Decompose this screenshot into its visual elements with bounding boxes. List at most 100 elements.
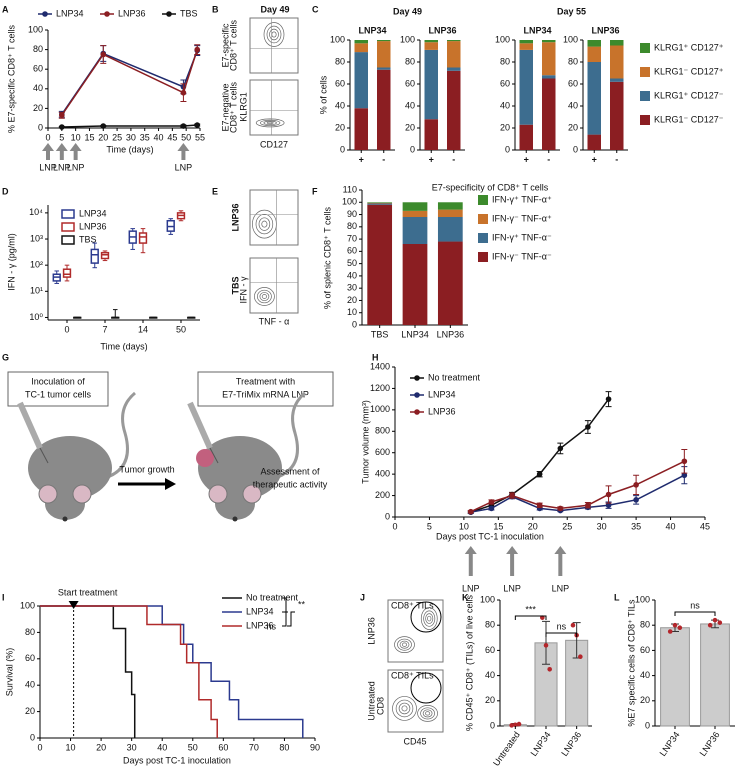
y-tick-label: 80 bbox=[25, 627, 35, 637]
bar-segment bbox=[542, 75, 556, 79]
box bbox=[90, 248, 99, 264]
contour bbox=[422, 709, 433, 718]
data-point bbox=[509, 492, 515, 499]
significance-label: ns bbox=[557, 621, 567, 631]
y-tick-label: 20 bbox=[485, 695, 495, 705]
data-point bbox=[100, 51, 107, 58]
x-tick-label: 20 bbox=[98, 132, 108, 142]
bar-segment bbox=[437, 209, 463, 217]
legend-marker bbox=[414, 392, 420, 398]
y-tick-label: 100 bbox=[20, 600, 35, 610]
legend-label: KLRG1⁺ CD127⁺ bbox=[654, 42, 724, 52]
x-tick-label: 20 bbox=[528, 521, 538, 531]
box bbox=[62, 268, 72, 278]
bar-segment bbox=[587, 62, 601, 135]
x-tick-label: + bbox=[359, 154, 364, 164]
legend-swatch bbox=[640, 67, 650, 77]
outcome-text: therapeutic activity bbox=[253, 479, 328, 489]
x-tick-label: 90 bbox=[310, 742, 320, 752]
arrow-head bbox=[42, 143, 54, 151]
y-tick-label: 1200 bbox=[370, 383, 390, 393]
y-tick-label: 100 bbox=[342, 197, 357, 207]
y-tick-label: 70 bbox=[347, 233, 357, 243]
data-point bbox=[180, 123, 187, 129]
annotation: LNP bbox=[53, 162, 71, 172]
contour bbox=[395, 699, 414, 718]
legend-label: LNP36 bbox=[79, 221, 107, 231]
data-point bbox=[547, 667, 552, 672]
x-tick-label: LNP34 bbox=[401, 329, 429, 339]
bar-segment bbox=[377, 41, 391, 68]
contour bbox=[417, 705, 438, 722]
legend-label: IFN-γ⁺ TNF-α⁺ bbox=[492, 194, 552, 204]
y-tick-label: 80 bbox=[568, 56, 578, 66]
y-tick-label: 100 bbox=[400, 34, 415, 44]
box-text: Treatment with bbox=[236, 376, 295, 386]
y-tick-label: 40 bbox=[500, 100, 510, 110]
contour bbox=[257, 289, 272, 304]
annotation: Start treatment bbox=[58, 587, 118, 597]
significance-bracket bbox=[545, 632, 578, 637]
panel-label: D bbox=[2, 186, 9, 196]
y-tick-label: 0 bbox=[385, 511, 390, 521]
x-tick-label: 60 bbox=[218, 742, 228, 752]
y-tick-label: 100 bbox=[495, 34, 510, 44]
bar-segment bbox=[424, 49, 438, 120]
y-tick-label: 0 bbox=[490, 720, 495, 730]
y-tick-label: 40 bbox=[347, 270, 357, 280]
bar bbox=[700, 623, 730, 727]
bar-segment bbox=[424, 40, 438, 43]
data-point bbox=[194, 122, 201, 128]
significance-label: ** bbox=[298, 599, 306, 609]
legend-swatch bbox=[640, 43, 650, 53]
legend-label: LNP34 bbox=[56, 8, 84, 18]
bar-segment bbox=[587, 40, 601, 47]
row-label: TBS bbox=[230, 277, 240, 295]
x-tick-label: 7 bbox=[102, 324, 107, 334]
panel-label: J bbox=[360, 592, 365, 602]
legend-label: No treatment bbox=[246, 592, 299, 602]
data-point bbox=[712, 617, 718, 623]
x-tick-label: 10 bbox=[71, 132, 81, 142]
mouse-nose bbox=[62, 516, 68, 522]
legend-swatch bbox=[478, 233, 488, 243]
data-point bbox=[100, 123, 107, 129]
data-point bbox=[585, 502, 591, 509]
y-tick-label: 40 bbox=[405, 100, 415, 110]
needle bbox=[39, 447, 49, 464]
y-tick-label: 0 bbox=[645, 720, 650, 730]
data-point bbox=[557, 505, 564, 512]
y-tick-label: 80 bbox=[405, 56, 415, 66]
bar-segment bbox=[542, 40, 556, 43]
y-tick-label: 80 bbox=[347, 221, 357, 231]
y-tick-label: 0 bbox=[38, 122, 43, 132]
significance-label: ns bbox=[266, 621, 276, 631]
y-tick-label: 20 bbox=[347, 295, 357, 305]
bar-segment bbox=[402, 210, 428, 217]
legend-label: LNP36 bbox=[118, 8, 146, 18]
x-axis-label: Days post TC-1 inoculation bbox=[123, 755, 231, 765]
box bbox=[138, 232, 148, 244]
survival-curve bbox=[40, 605, 218, 738]
x-tick-label: + bbox=[429, 154, 434, 164]
group-title: Day 49 bbox=[393, 6, 422, 16]
x-tick-label: 10 bbox=[66, 742, 76, 752]
contour bbox=[263, 22, 285, 47]
annotation: LNP bbox=[67, 162, 85, 172]
row-label: CD8⁺ T cells bbox=[228, 82, 238, 133]
data-point bbox=[488, 505, 495, 512]
legend-swatch bbox=[61, 222, 75, 232]
data-point bbox=[677, 625, 683, 631]
data-point bbox=[570, 622, 576, 628]
contour bbox=[263, 120, 277, 126]
contour bbox=[425, 613, 434, 624]
x-axis-label: Days post TC-1 inoculation bbox=[436, 531, 544, 541]
y-tick-label: 20 bbox=[25, 706, 35, 716]
bar-segment bbox=[447, 70, 461, 150]
annotation: LNP bbox=[552, 583, 570, 593]
x-tick-label: 35 bbox=[631, 521, 641, 531]
y-tick-label: 400 bbox=[375, 469, 390, 479]
mouse-ear bbox=[242, 484, 262, 504]
gate bbox=[410, 601, 442, 633]
